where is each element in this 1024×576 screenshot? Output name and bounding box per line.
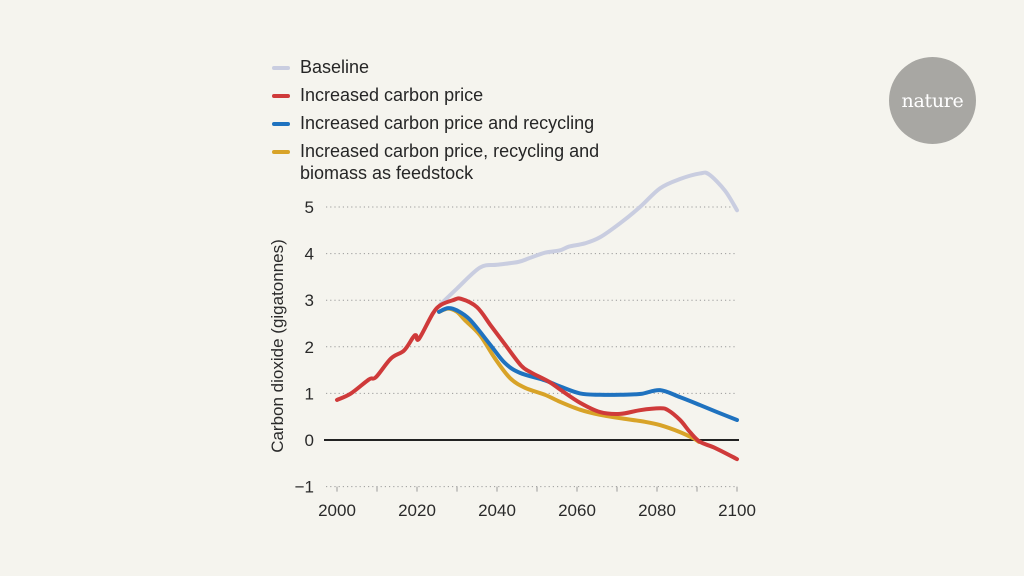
nature-logo: nature: [889, 57, 976, 144]
legend-label: Increased carbon price, recycling and bi…: [300, 141, 600, 183]
legend-label: Increased carbon price: [300, 85, 484, 105]
x-tick-label: 2020: [398, 501, 436, 520]
y-tick-label: 5: [305, 198, 314, 217]
legend-swatch-carbon-price: [272, 94, 290, 98]
chart-legend: Baseline Increased carbon price Increase…: [270, 56, 640, 190]
legend-item-recycling: Increased carbon price and recycling: [270, 112, 640, 134]
series-line-carbon-price: [335, 296, 739, 462]
x-tick-label: 2080: [638, 501, 676, 520]
y-tick-label: −1: [295, 478, 314, 497]
series-line-baseline: [438, 170, 739, 307]
y-tick-label: 1: [305, 384, 314, 403]
y-axis-title: Carbon dioxide (gigatonnes): [268, 239, 287, 453]
legend-swatch-recycling: [272, 122, 290, 126]
series-line-biomass: [437, 306, 701, 444]
y-tick-label: 3: [305, 291, 314, 310]
legend-label: Baseline: [300, 57, 370, 77]
series-line-recycling: [437, 306, 739, 422]
x-tick-label: 2100: [718, 501, 756, 520]
x-tick-label: 2060: [558, 501, 596, 520]
legend-swatch-biomass: [272, 150, 290, 154]
legend-item-carbon-price: Increased carbon price: [270, 84, 640, 106]
legend-label: Increased carbon price and recycling: [300, 113, 595, 133]
legend-item-biomass: Increased carbon price, recycling and bi…: [270, 140, 640, 184]
logo-text: nature: [901, 89, 964, 112]
legend-swatch-baseline: [272, 66, 290, 70]
x-tick-label: 2040: [478, 501, 516, 520]
y-tick-label: 4: [305, 245, 314, 264]
y-tick-label: 0: [305, 431, 314, 450]
y-tick-label: 2: [305, 338, 314, 357]
x-tick-label: 2000: [318, 501, 356, 520]
legend-item-baseline: Baseline: [270, 56, 640, 78]
